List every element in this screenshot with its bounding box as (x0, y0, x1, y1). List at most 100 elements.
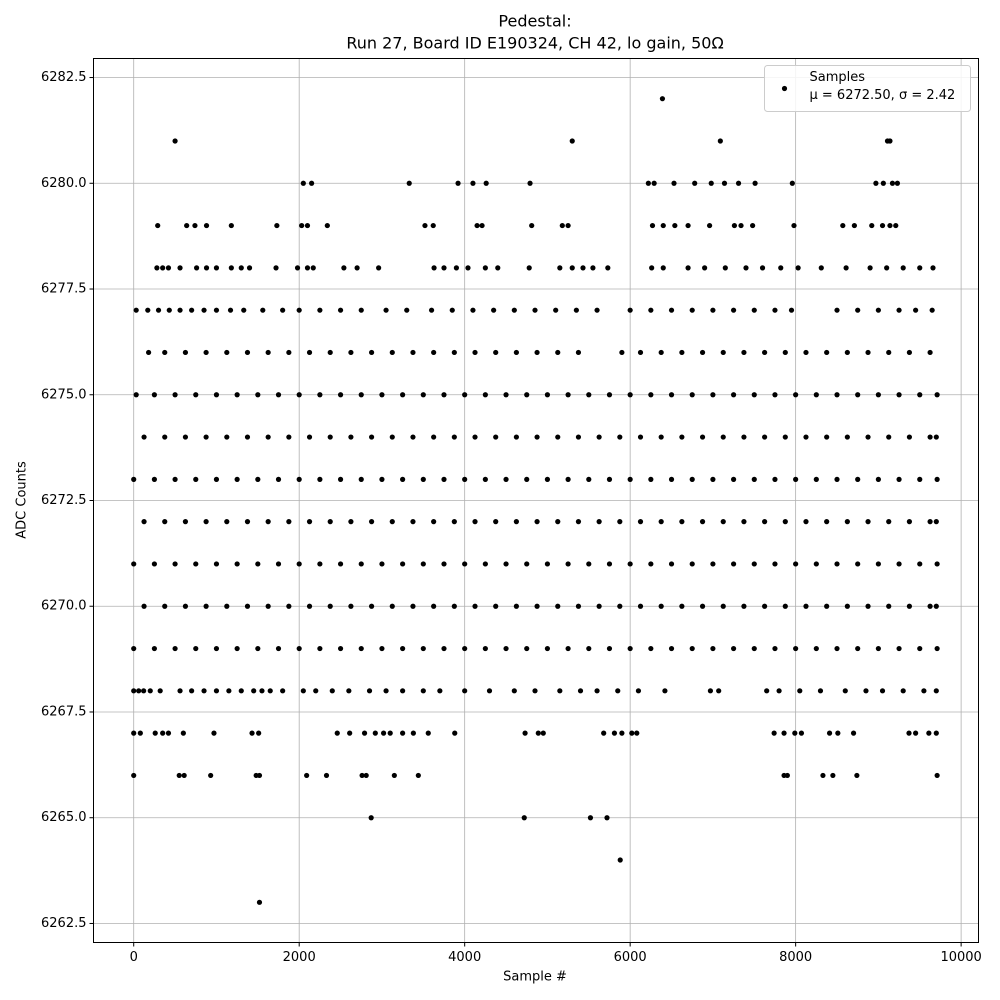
data-point (544, 645, 551, 652)
data-point (389, 603, 395, 609)
data-point (193, 561, 199, 567)
data-point (717, 138, 723, 144)
data-point (431, 434, 437, 440)
data-point (472, 519, 478, 525)
grid (93, 58, 979, 943)
x-tick-label: 10000 (940, 950, 981, 965)
data-point (133, 392, 139, 398)
ticks: 0 2000 4000 6000 8000 10000 6262.5 6265.0 6267.5… (41, 70, 982, 965)
data-point (151, 476, 157, 482)
data-point (771, 730, 777, 736)
data-point (587, 815, 594, 821)
data-point (544, 392, 551, 398)
data-point (472, 349, 478, 356)
data-point (834, 476, 840, 482)
data-point (376, 265, 382, 271)
data-point (451, 349, 457, 356)
data-point (900, 265, 906, 271)
data-point (437, 688, 443, 694)
x-tick-label: 4000 (448, 950, 481, 965)
data-point (934, 392, 940, 398)
data-point (151, 392, 157, 398)
data-point (855, 392, 861, 398)
data-point (323, 772, 330, 779)
data-point (668, 645, 675, 652)
data-point (917, 476, 923, 482)
data-point (224, 603, 230, 609)
data-point (826, 730, 833, 736)
data-point (503, 392, 509, 398)
data-point (619, 349, 625, 356)
data-point (273, 265, 279, 271)
data-point (495, 265, 501, 271)
data-point (741, 349, 747, 356)
data-point (575, 349, 582, 356)
data-point (586, 476, 592, 482)
data-point (605, 265, 611, 271)
data-point (131, 688, 137, 694)
data-point (256, 730, 262, 736)
data-point (855, 307, 861, 313)
y-tick-label: 6282.5 (41, 70, 87, 85)
data-point (227, 307, 234, 313)
data-point (627, 645, 633, 652)
y-axis-label: ADC Counts (15, 461, 30, 539)
data-point (596, 434, 602, 440)
data-point (933, 434, 939, 440)
data-point (921, 688, 927, 694)
data-point (180, 730, 186, 736)
data-point (615, 688, 621, 694)
data-point (741, 603, 747, 609)
data-point (679, 349, 685, 356)
data-point (699, 519, 706, 525)
data-point (265, 349, 271, 356)
data-point (793, 561, 799, 567)
data-point (933, 730, 939, 736)
data-point (213, 392, 220, 398)
data-point (685, 222, 691, 229)
data-point (658, 434, 664, 440)
data-point (306, 519, 313, 525)
data-point (224, 349, 230, 356)
data-point (824, 519, 830, 525)
data-point (627, 307, 633, 313)
data-point (662, 688, 668, 694)
data-point (875, 561, 881, 567)
data-point (193, 392, 199, 398)
data-point (731, 222, 738, 229)
data-point (260, 307, 266, 313)
data-point (452, 730, 458, 736)
data-point (172, 138, 178, 144)
data-point (184, 222, 190, 229)
data-point (813, 476, 819, 482)
data-point (917, 561, 923, 567)
x-tick-label: 6000 (614, 950, 647, 965)
data-point (146, 349, 152, 356)
data-point (274, 222, 280, 229)
y-tick-label: 6280.0 (41, 176, 87, 191)
data-point (420, 688, 426, 694)
data-point (182, 519, 189, 525)
data-point (483, 180, 489, 186)
data-point (873, 180, 879, 186)
data-point (544, 476, 551, 482)
data-point (880, 180, 886, 186)
data-point (368, 519, 375, 525)
data-point (927, 434, 933, 440)
data-point (751, 476, 757, 482)
data-point (803, 603, 809, 609)
data-point (648, 392, 654, 398)
data-point (659, 96, 666, 102)
data-point (575, 434, 582, 440)
data-point (151, 561, 157, 567)
y-tick-label: 6265.0 (41, 810, 87, 825)
data-point (586, 645, 592, 652)
data-point (513, 519, 519, 525)
x-tick-label: 0 (130, 950, 138, 965)
data-point (606, 392, 613, 398)
data-point (875, 476, 881, 482)
data-point (162, 434, 168, 440)
data-point (730, 307, 737, 313)
y-tick-label: 6275.0 (41, 387, 87, 402)
